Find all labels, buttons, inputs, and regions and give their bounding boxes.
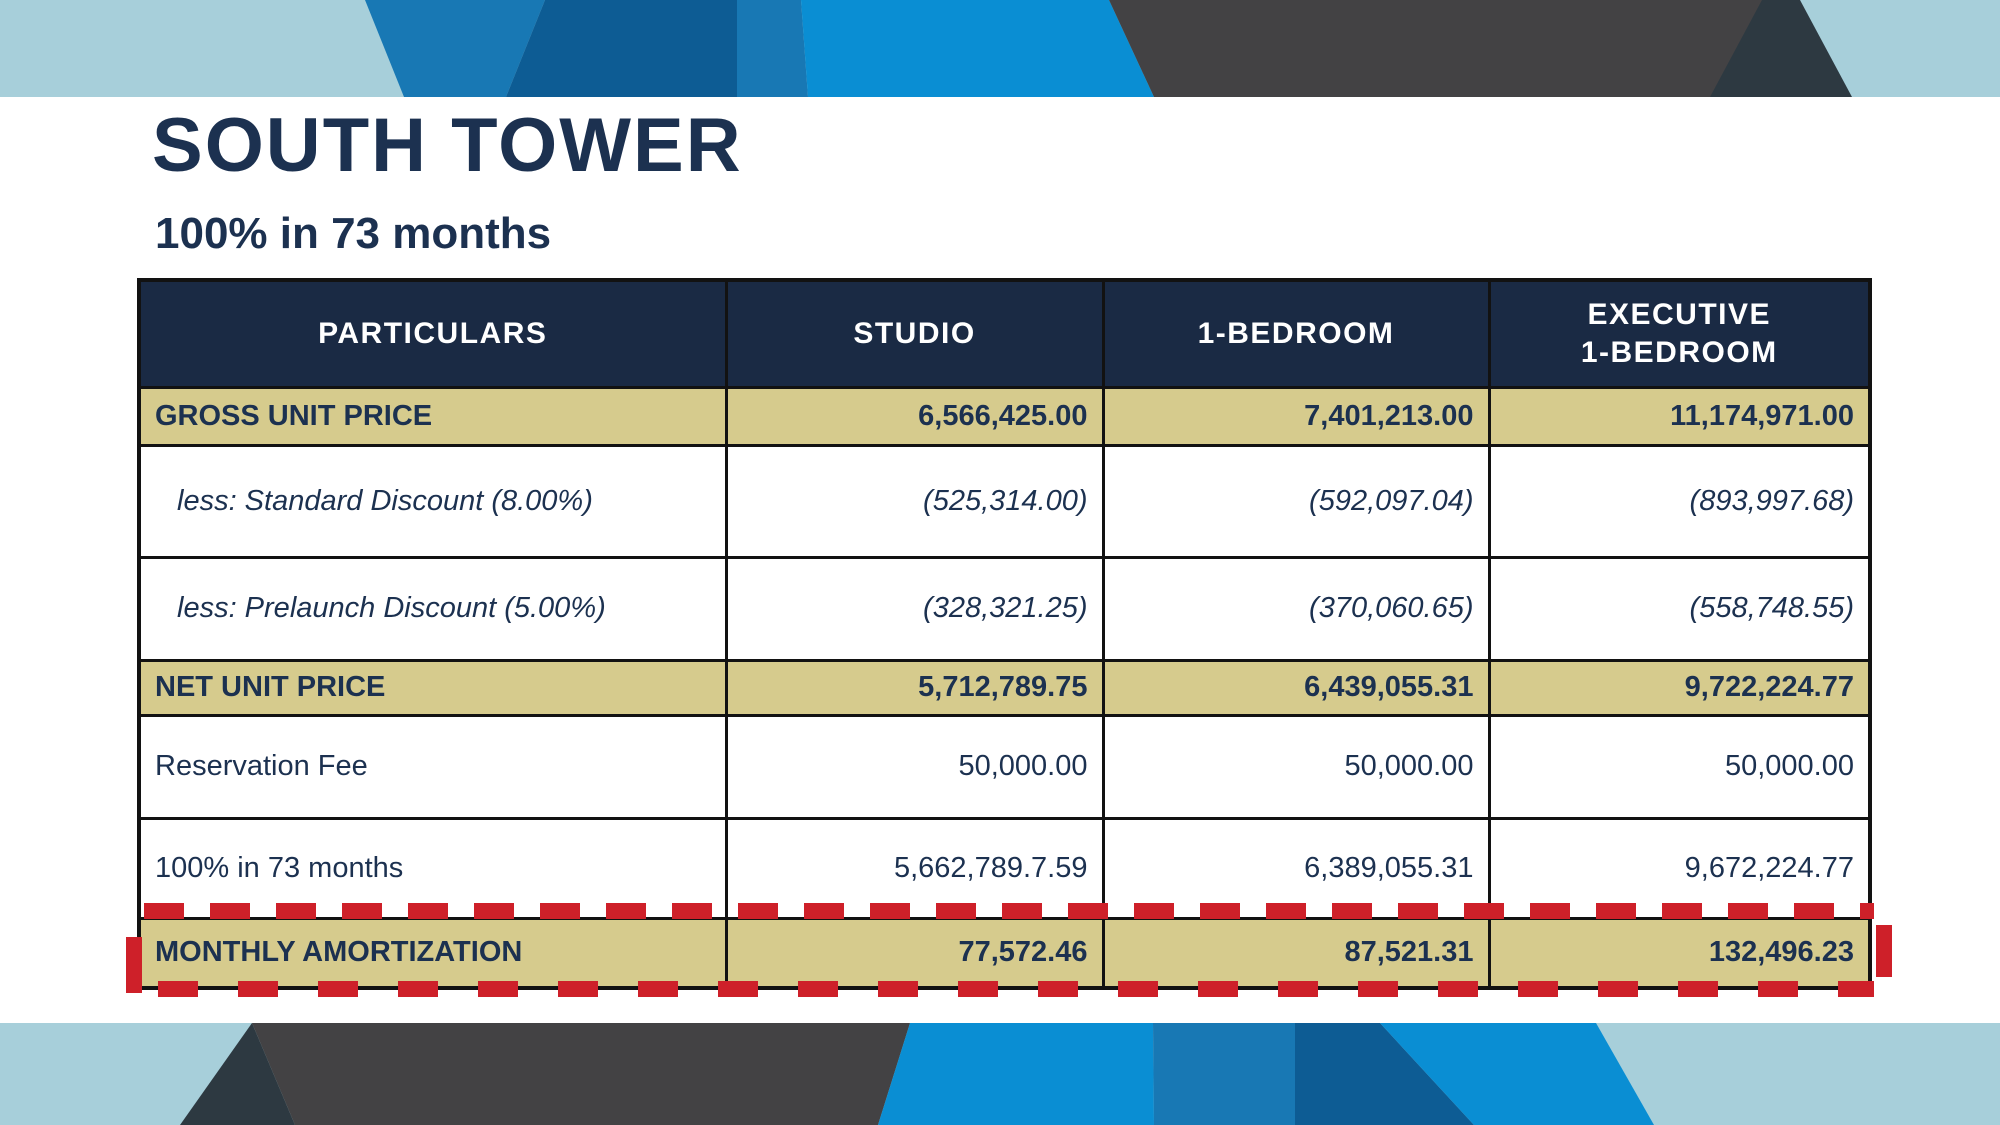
table-cell: 50,000.00 (1101, 713, 1491, 820)
row-label: GROSS UNIT PRICE (137, 385, 728, 447)
table-cell: 87,521.31 (1101, 916, 1491, 990)
row-label: MONTHLY AMORTIZATION (137, 916, 728, 990)
table-cell: 7,401,213.00 (1101, 385, 1491, 447)
table-row-gross-unit-price: GROSS UNIT PRICE 6,566,425.00 7,401,213.… (137, 385, 1872, 447)
row-label: NET UNIT PRICE (137, 658, 728, 717)
table-row-monthly-amortization: MONTHLY AMORTIZATION 77,572.46 87,521.31… (137, 916, 1872, 990)
column-header-studio: STUDIO (724, 278, 1105, 389)
column-header-executive-1bedroom: EXECUTIVE 1-BEDROOM (1487, 278, 1872, 389)
page-subtitle: 100% in 73 months (155, 209, 552, 258)
table-cell: (525,314.00) (724, 443, 1105, 559)
table-header-row: PARTICULARS STUDIO 1-BEDROOM EXECUTIVE 1… (137, 278, 1872, 389)
table-cell: 132,496.23 (1487, 916, 1872, 990)
row-label: 100% in 73 months (137, 816, 728, 920)
pricing-table: PARTICULARS STUDIO 1-BEDROOM EXECUTIVE 1… (137, 278, 1872, 990)
table-cell: 6,389,055.31 (1101, 816, 1491, 920)
table-row-reservation-fee: Reservation Fee 50,000.00 50,000.00 50,0… (137, 713, 1872, 820)
page-title: SOUTH TOWER (152, 103, 743, 188)
table-cell: 5,712,789.75 (724, 658, 1105, 717)
table-row-prelaunch-discount: less: Prelaunch Discount (5.00%) (328,32… (137, 555, 1872, 662)
top-decoration (0, 0, 2000, 97)
table-cell: (328,321.25) (724, 555, 1105, 662)
table-cell: 77,572.46 (724, 916, 1105, 990)
table-cell: 9,672,224.77 (1487, 816, 1872, 920)
dash-right-edge (1876, 925, 1892, 977)
column-header-1bedroom: 1-BEDROOM (1101, 278, 1491, 389)
table-row-standard-discount: less: Standard Discount (8.00%) (525,314… (137, 443, 1872, 559)
table-row-net-unit-price: NET UNIT PRICE 5,712,789.75 6,439,055.31… (137, 658, 1872, 717)
table-row-100-in-73-months: 100% in 73 months 5,662,789.7.59 6,389,0… (137, 816, 1872, 920)
table-cell: 9,722,224.77 (1487, 658, 1872, 717)
table-cell: 50,000.00 (724, 713, 1105, 820)
table-cell: 6,566,425.00 (724, 385, 1105, 447)
table-cell: (592,097.04) (1101, 443, 1491, 559)
row-label: less: Standard Discount (8.00%) (137, 443, 728, 559)
table-cell: 11,174,971.00 (1487, 385, 1872, 447)
table-cell: 5,662,789.7.59 (724, 816, 1105, 920)
table-cell: 50,000.00 (1487, 713, 1872, 820)
table-cell: (370,060.65) (1101, 555, 1491, 662)
row-label: less: Prelaunch Discount (5.00%) (137, 555, 728, 662)
table-cell: (893,997.68) (1487, 443, 1872, 559)
table-cell: 6,439,055.31 (1101, 658, 1491, 717)
row-label: Reservation Fee (137, 713, 728, 820)
table-cell: (558,748.55) (1487, 555, 1872, 662)
bottom-decoration (0, 1023, 2000, 1125)
column-header-particulars: PARTICULARS (137, 278, 728, 389)
